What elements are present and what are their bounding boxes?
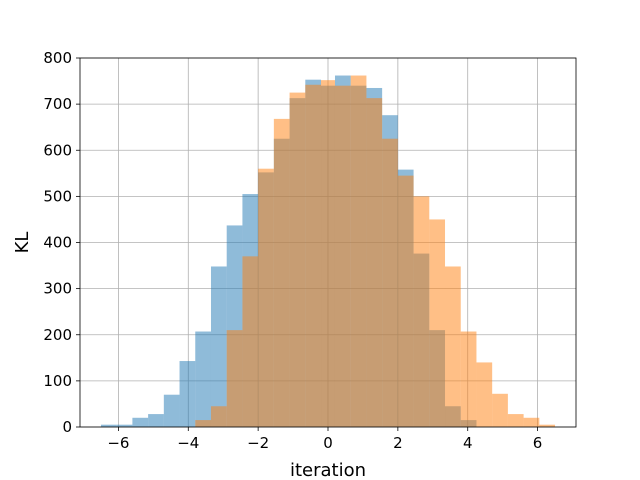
histogram-bar	[242, 256, 259, 427]
x-tick-label: 2	[393, 434, 403, 452]
histogram-bar	[350, 75, 367, 427]
histogram-bar	[258, 168, 274, 427]
x-tick-label: −6	[107, 434, 129, 452]
y-tick-label: 400	[43, 234, 72, 252]
histogram-bar	[226, 330, 243, 427]
histogram-bar	[397, 175, 414, 427]
histogram-bar	[523, 417, 540, 427]
histogram-bar	[413, 196, 430, 427]
axes: −6 −4 −2 0 2 4 6 0 100 200 300 400 500 600 700 800	[43, 49, 577, 452]
y-tick-label: 500	[43, 187, 72, 205]
x-axis-label: iteration	[290, 460, 366, 480]
y-axis-label: KL	[12, 232, 33, 254]
histogram-bar	[321, 80, 335, 427]
x-tick-label: −4	[177, 434, 199, 452]
x-tick-label: 4	[463, 434, 473, 452]
histogram-bar	[366, 98, 383, 427]
histogram-bar	[148, 414, 164, 427]
y-tick-label: 300	[43, 280, 72, 298]
x-tick-label: 0	[323, 434, 333, 452]
y-tick-label: 200	[43, 326, 72, 344]
histogram-bar	[163, 394, 180, 427]
series-1-bars	[195, 75, 556, 428]
histogram-bar	[289, 92, 306, 427]
histogram-bar	[195, 331, 211, 427]
histogram-bar	[445, 266, 461, 427]
histogram-bar	[100, 424, 117, 427]
y-tick-label: 800	[43, 49, 72, 67]
histogram-bar	[195, 420, 211, 427]
y-tick-label: 100	[43, 372, 72, 390]
histogram-bar	[132, 417, 149, 427]
histogram-bar	[210, 406, 227, 427]
histogram-bar	[210, 266, 227, 427]
y-tick-label: 0	[62, 418, 72, 436]
histogram-bars	[100, 75, 556, 428]
histogram-bar	[179, 361, 196, 427]
histogram-bar	[476, 362, 493, 427]
y-tick-label: 700	[43, 95, 72, 113]
x-tick-label: −2	[247, 434, 269, 452]
y-tick-label: 600	[43, 141, 72, 159]
x-tick-label: 6	[533, 434, 543, 452]
histogram-bar	[305, 84, 322, 427]
histogram-bar	[492, 393, 508, 427]
histogram-bar	[460, 331, 477, 427]
histogram-bar	[273, 118, 290, 427]
histogram-bar	[539, 424, 556, 427]
histogram-bar	[382, 138, 398, 427]
histogram-bar	[334, 85, 351, 428]
histogram-bar	[507, 414, 524, 427]
histogram-bar	[116, 424, 133, 427]
histogram-bar	[429, 219, 446, 427]
